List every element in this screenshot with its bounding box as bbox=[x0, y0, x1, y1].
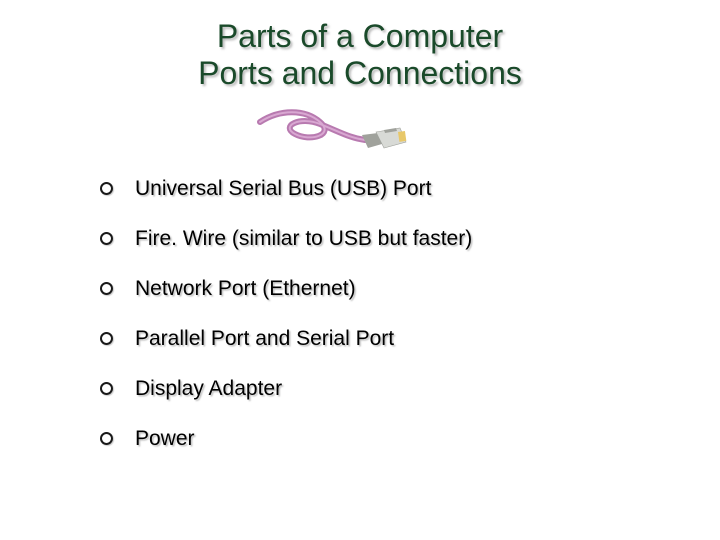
slide: Parts of a Computer Ports and Connection… bbox=[0, 0, 720, 540]
bullet-list: Universal Serial Bus (USB) Port Fire. Wi… bbox=[100, 177, 660, 451]
bullet-text: Display Adapter bbox=[135, 377, 282, 401]
cable-illustration bbox=[250, 104, 420, 159]
bullet-circle-icon bbox=[100, 432, 113, 445]
list-item: Power bbox=[100, 427, 660, 451]
bullet-circle-icon bbox=[100, 232, 113, 245]
list-item: Parallel Port and Serial Port bbox=[100, 327, 660, 351]
list-item: Network Port (Ethernet) bbox=[100, 277, 660, 301]
bullet-text: Parallel Port and Serial Port bbox=[135, 327, 394, 351]
bullet-circle-icon bbox=[100, 282, 113, 295]
bullet-circle-icon bbox=[100, 182, 113, 195]
bullet-text: Network Port (Ethernet) bbox=[135, 277, 356, 301]
bullet-circle-icon bbox=[100, 332, 113, 345]
ethernet-cable-icon bbox=[250, 104, 420, 159]
list-item: Universal Serial Bus (USB) Port bbox=[100, 177, 660, 201]
slide-title: Parts of a Computer Ports and Connection… bbox=[60, 18, 660, 92]
title-line-1: Parts of a Computer bbox=[60, 18, 660, 55]
list-item: Display Adapter bbox=[100, 377, 660, 401]
bullet-text: Fire. Wire (similar to USB but faster) bbox=[135, 227, 472, 251]
title-line-2: Ports and Connections bbox=[60, 55, 660, 92]
bullet-circle-icon bbox=[100, 382, 113, 395]
bullet-text: Universal Serial Bus (USB) Port bbox=[135, 177, 431, 201]
bullet-text: Power bbox=[135, 427, 195, 451]
list-item: Fire. Wire (similar to USB but faster) bbox=[100, 227, 660, 251]
